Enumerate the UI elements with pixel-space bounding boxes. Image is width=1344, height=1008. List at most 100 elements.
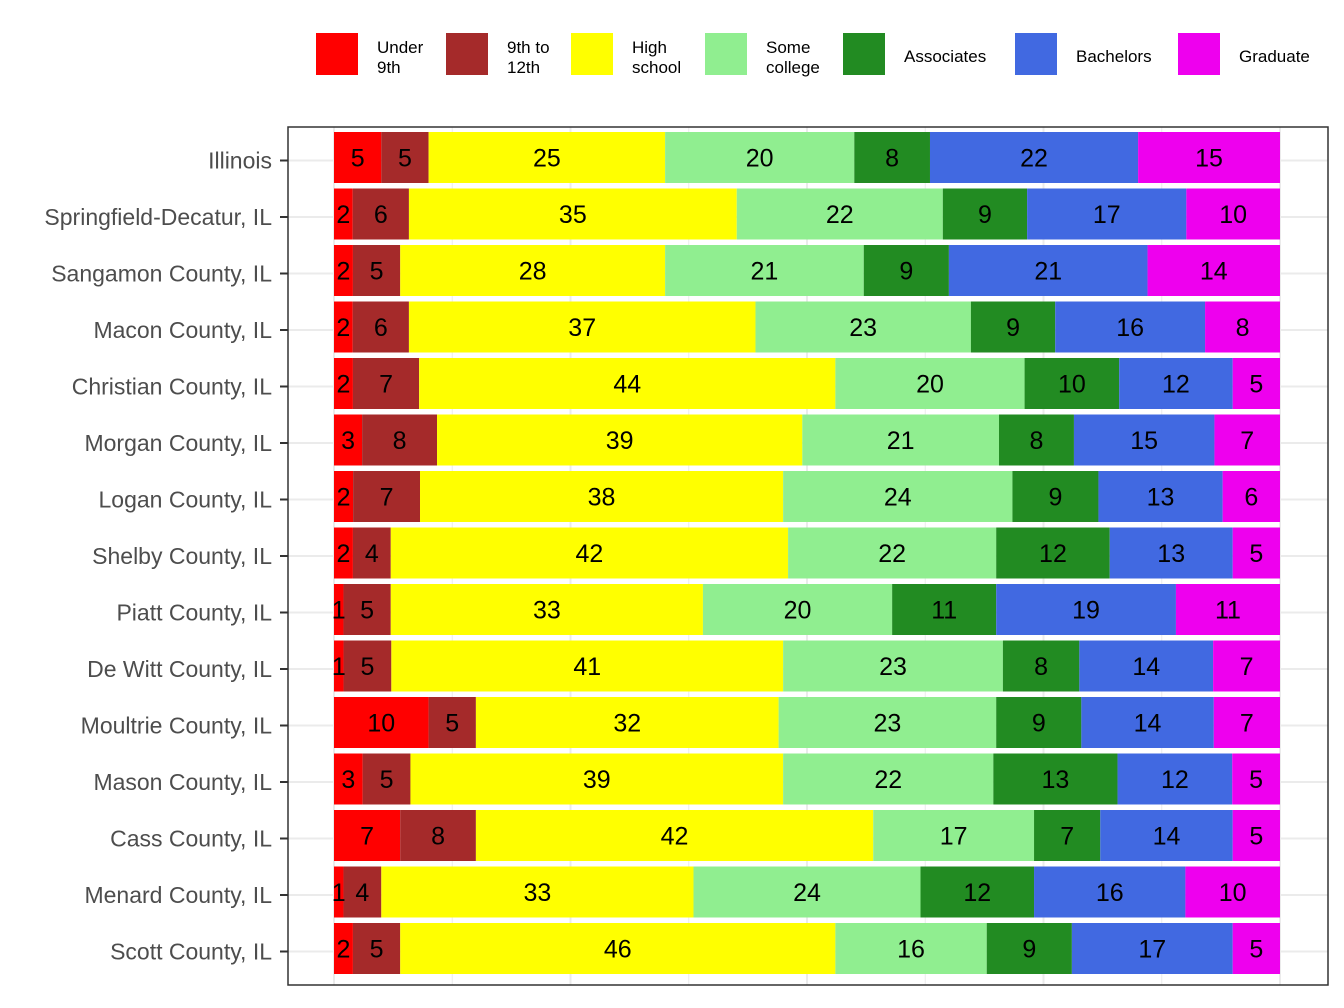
legend-label: 9th: [377, 58, 401, 77]
data-label: 14: [1200, 258, 1228, 286]
data-label: 7: [379, 371, 393, 399]
data-label: 12: [1162, 371, 1190, 399]
bar-associates-christian-county-il: [1024, 358, 1120, 409]
bar-under-9th-christian-county-il: [334, 358, 353, 409]
legend-swatch: [571, 33, 613, 75]
legend-item-bachelors: Bachelors: [1015, 33, 1152, 75]
bar-graduate-sangamon-county-il: [1147, 245, 1280, 296]
data-label: 5: [1249, 766, 1263, 794]
data-label: 2: [337, 484, 351, 512]
y-tick-label: Moultrie County, IL: [81, 713, 273, 739]
data-label: 42: [576, 540, 604, 568]
data-label: 39: [583, 766, 611, 794]
bar-high-school-shelby-county-il: [390, 527, 789, 579]
y-tick-label: Christian County, IL: [72, 374, 272, 400]
bar-bachelors-cass-county-il: [1100, 810, 1233, 861]
data-label: 5: [351, 145, 365, 173]
bar-some-college-moultrie-county-il: [778, 697, 997, 748]
bar-some-college-illinois: [665, 132, 855, 183]
bar-associates-menard-county-il: [920, 866, 1035, 918]
data-label: 8: [885, 145, 899, 173]
bar-under-9th-morgan-county-il: [334, 414, 363, 466]
bar-under-9th-scott-county-il: [334, 923, 353, 974]
data-label: 20: [784, 597, 812, 625]
data-label: 44: [613, 371, 641, 399]
data-label: 5: [1249, 540, 1263, 568]
bar-some-college-piatt-county-il: [702, 584, 893, 635]
data-label: 8: [1236, 314, 1250, 342]
data-label: 5: [1249, 936, 1263, 964]
data-label: 13: [1147, 484, 1175, 512]
bar-under-9th-menard-county-il: [334, 866, 344, 918]
bar-high-school-springfield-decatur-il: [408, 188, 737, 240]
bar-associates-sangamon-county-il: [863, 245, 949, 296]
data-label: 24: [793, 879, 821, 907]
bar-associates-illinois: [854, 132, 930, 183]
legend-label: 9th to: [507, 38, 550, 57]
data-label: 6: [1244, 484, 1258, 512]
y-axis: Illinois Springfield-Decatur, IL Sangamon …: [44, 148, 288, 965]
y-tick-label: Mason County, IL: [93, 769, 272, 795]
bar-graduate-mason-county-il: [1232, 753, 1280, 805]
legend-swatch: [316, 33, 358, 75]
bar-under-9th-de-witt-county-il: [334, 640, 344, 692]
bar-9th-to-12th-sangamon-county-il: [352, 245, 401, 296]
data-label: 25: [533, 145, 561, 173]
data-label: 38: [588, 484, 616, 512]
data-label: 4: [365, 540, 379, 568]
bar-some-college-logan-county-il: [783, 471, 1013, 522]
data-label: 11: [931, 597, 957, 625]
data-label: 2: [336, 201, 350, 229]
bar-graduate-scott-county-il: [1232, 923, 1280, 974]
bar-graduate-logan-county-il: [1222, 471, 1280, 522]
bar-under-9th-macon-county-il: [334, 301, 353, 353]
data-label: 8: [1034, 653, 1048, 681]
y-tick-label: Illinois: [208, 148, 272, 174]
bar-associates-de-witt-county-il: [1002, 640, 1080, 692]
data-label: 7: [1240, 653, 1254, 681]
data-label: 28: [519, 258, 547, 286]
data-label: 9: [1032, 710, 1046, 738]
bar-high-school-de-witt-county-il: [391, 640, 784, 692]
data-label: 3: [341, 427, 355, 455]
legend-label: High: [632, 38, 667, 57]
data-label: 5: [1249, 823, 1263, 851]
bar-bachelors-piatt-county-il: [996, 584, 1176, 635]
legend-swatch: [446, 33, 488, 75]
data-label: 9: [1006, 314, 1020, 342]
data-label: 9: [899, 258, 913, 286]
data-label: 16: [1096, 879, 1124, 907]
bar-9th-to-12th-moultrie-county-il: [428, 697, 476, 748]
bar-associates-logan-county-il: [1012, 471, 1099, 522]
bar-9th-to-12th-piatt-county-il: [343, 584, 391, 635]
legend-label: college: [766, 58, 820, 77]
bar-associates-moultrie-county-il: [996, 697, 1082, 748]
data-label: 5: [445, 710, 459, 738]
data-label: 20: [916, 371, 944, 399]
data-label: 42: [661, 823, 689, 851]
bar-9th-to-12th-cass-county-il: [400, 810, 476, 861]
data-label: 5: [380, 766, 394, 794]
data-label: 6: [374, 314, 388, 342]
bar-under-9th-piatt-county-il: [334, 584, 344, 635]
data-label: 22: [1020, 145, 1048, 173]
data-label: 22: [878, 540, 906, 568]
data-label: 39: [606, 427, 634, 455]
bar-graduate-springfield-decatur-il: [1186, 188, 1280, 240]
data-label: 24: [884, 484, 912, 512]
data-label: 4: [355, 879, 369, 907]
bar-graduate-illinois: [1138, 132, 1280, 183]
data-label: 5: [360, 597, 374, 625]
bar-associates-macon-county-il: [970, 301, 1056, 353]
data-label: 7: [360, 823, 374, 851]
bar-under-9th-cass-county-il: [334, 810, 401, 861]
y-tick-label: De Witt County, IL: [87, 656, 272, 682]
y-tick-label: Piatt County, IL: [116, 600, 272, 626]
data-label: 14: [1132, 653, 1160, 681]
data-label: 1: [332, 653, 346, 681]
bar-under-9th-mason-county-il: [334, 753, 363, 805]
bar-bachelors-mason-county-il: [1117, 753, 1233, 805]
